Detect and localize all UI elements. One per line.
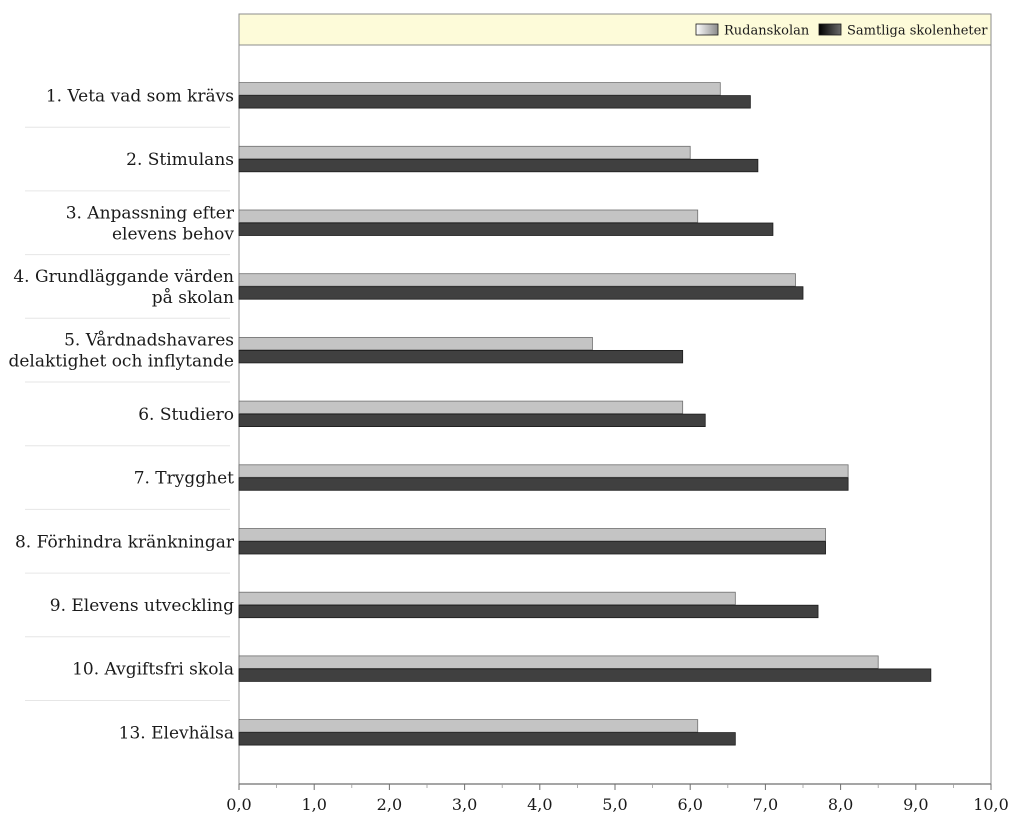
x-tick-label: 7,0 (753, 795, 778, 814)
category-label: 13. Elevhälsa (119, 723, 234, 743)
category-label: delaktighet och inflytande (8, 352, 234, 372)
bar-rudanskolan-5 (238, 336, 593, 351)
category-label: 9. Elevens utveckling (50, 596, 234, 616)
category-label: 5. Vårdnadshavares (64, 331, 234, 351)
bar-rudanskolan-7 (238, 464, 849, 478)
bar-rudanskolan-1 (238, 82, 721, 96)
x-tick-label: 6,0 (677, 795, 702, 814)
bar-samtliga-5 (238, 349, 684, 364)
x-tick-label: 0,0 (226, 795, 251, 814)
x-tick-label: 9,0 (903, 795, 928, 814)
bar-samtliga-6 (238, 413, 706, 428)
bar-samtliga-8 (238, 541, 826, 555)
x-tick-label: 4,0 (527, 795, 552, 814)
bar-samtliga-2 (238, 158, 759, 173)
legend-label-samtliga: Samtliga skolenheter (847, 24, 988, 39)
bar-samtliga-3 (238, 222, 774, 236)
bar-rudanskolan-4 (238, 273, 796, 287)
bar-rudanskolan-6 (238, 400, 684, 415)
x-tick-label: 10,0 (973, 795, 1009, 814)
bar-rudanskolan-8 (238, 528, 826, 542)
category-label: 2. Stimulans (126, 150, 234, 170)
legend-swatch-rudanskolan (695, 23, 719, 36)
bar-samtliga-10 (238, 668, 932, 682)
bar-samtliga-11 (238, 732, 736, 746)
bar-samtliga-7 (238, 477, 849, 491)
category-label: 8. Förhindra kränkningar (15, 532, 235, 552)
legend-box (238, 13, 992, 46)
legend-swatch-samtliga (818, 23, 842, 36)
category-label: 6. Studiero (138, 405, 234, 425)
category-label: på skolan (152, 288, 234, 308)
category-label: elevens behov (112, 224, 234, 244)
category-label: 7. Trygghet (134, 469, 234, 489)
legend-label-rudanskolan: Rudanskolan (724, 24, 810, 39)
category-label: 1. Veta vad som krävs (46, 86, 234, 106)
bar-samtliga-4 (238, 286, 804, 300)
category-label: 3. Anpassning efter (66, 203, 235, 223)
x-tick-label: 8,0 (828, 795, 853, 814)
bar-rudanskolan-11 (238, 719, 699, 733)
x-tick-label: 1,0 (301, 795, 326, 814)
bar-rudanskolan-3 (238, 209, 699, 223)
x-tick-label: 3,0 (452, 795, 477, 814)
bar-rudanskolan-9 (238, 591, 736, 606)
bar-samtliga-1 (238, 95, 751, 109)
bar-rudanskolan-10 (238, 655, 879, 669)
x-tick-label: 2,0 (377, 795, 402, 814)
bar-rudanskolan-2 (238, 145, 691, 160)
x-tick-label: 5,0 (602, 795, 627, 814)
category-label: 4. Grundläggande värden (13, 267, 234, 287)
bar-samtliga-9 (238, 604, 819, 619)
category-label: 10. Avgiftsfri skola (72, 660, 234, 680)
